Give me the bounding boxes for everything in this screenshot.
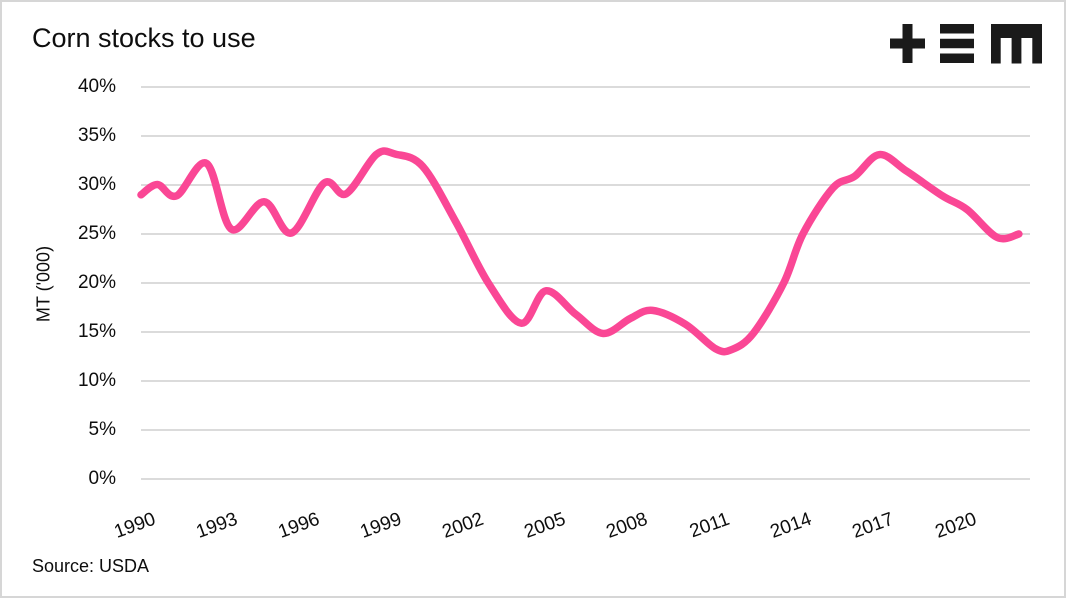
- y-tick-label: 40%: [2, 76, 116, 98]
- y-tick-label: 35%: [2, 125, 116, 147]
- stocks-to-use-line: [141, 151, 1019, 352]
- y-tick-label: 5%: [2, 419, 116, 441]
- y-tick-label: 10%: [2, 370, 116, 392]
- gridlines: [141, 87, 1030, 479]
- source-note: Source: USDA: [32, 556, 149, 577]
- y-tick-label: 20%: [2, 272, 116, 294]
- y-tick-label: 15%: [2, 321, 116, 343]
- y-tick-label: 0%: [2, 468, 116, 490]
- y-tick-label: 30%: [2, 174, 116, 196]
- y-tick-label: 25%: [2, 223, 116, 245]
